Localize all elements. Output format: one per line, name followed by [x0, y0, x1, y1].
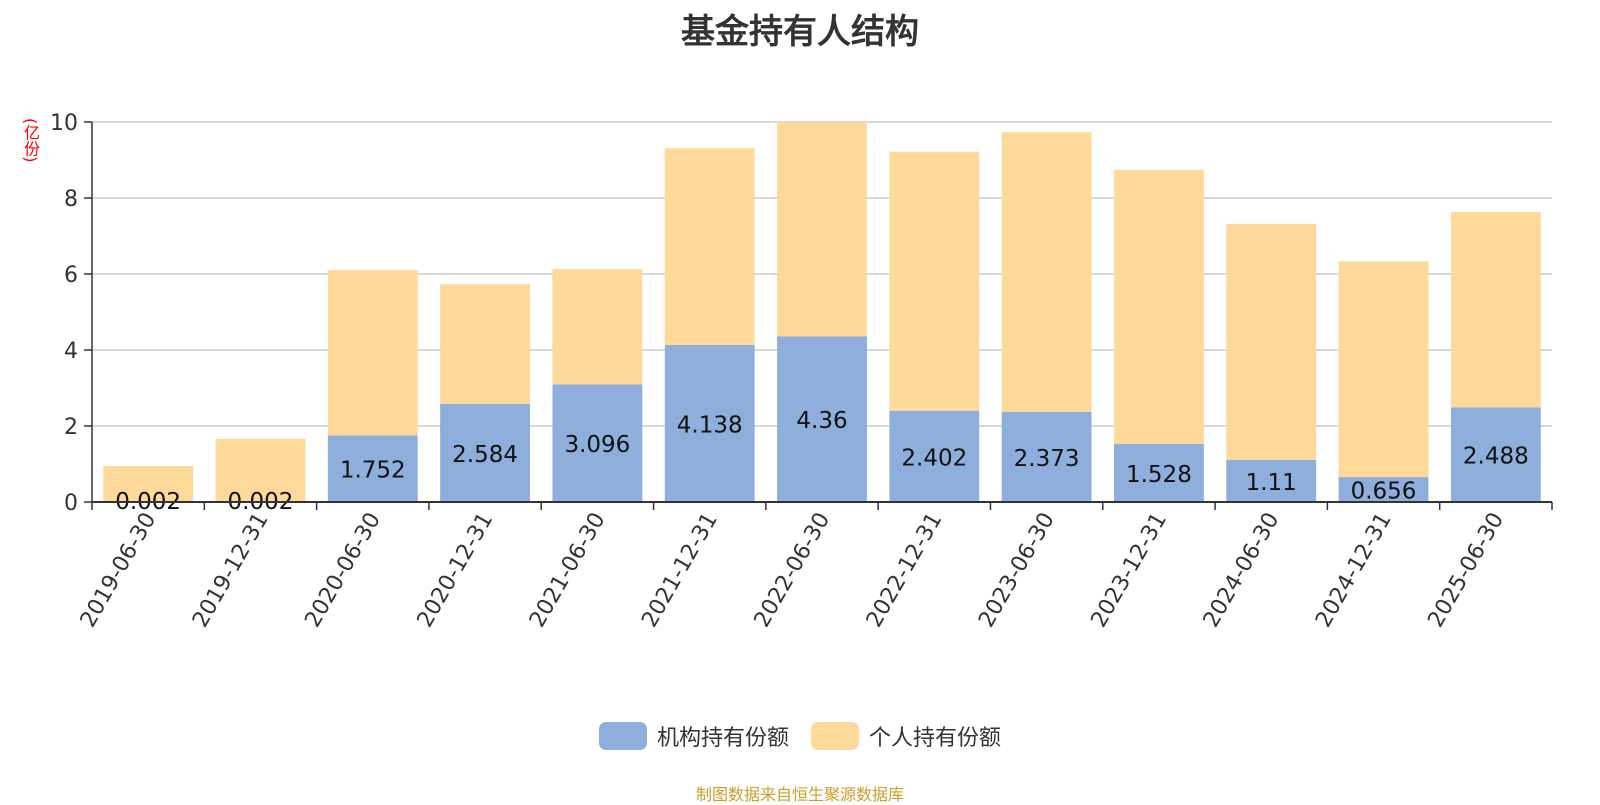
legend-swatch-institutional — [599, 722, 647, 750]
data-source-note: 制图数据来自恒生聚源数据库 — [0, 781, 1600, 805]
bar-data-label: 4.138 — [677, 412, 743, 438]
bar-data-label: 0.656 — [1351, 479, 1417, 505]
x-tick-label: 2024-06-30 — [1199, 509, 1285, 632]
bar-individual — [1114, 170, 1204, 444]
x-tick-label: 2021-12-31 — [637, 509, 723, 632]
x-tick-label: 2022-12-31 — [862, 508, 948, 631]
bar-data-label: 2.402 — [901, 445, 967, 471]
x-tick-label: 2020-12-31 — [413, 508, 499, 631]
x-tick-label: 2019-12-31 — [188, 509, 274, 632]
y-tick-label: 4 — [64, 339, 78, 364]
bar-data-label: 1.11 — [1246, 470, 1297, 496]
bar-data-label: 2.488 — [1463, 444, 1529, 470]
legend-label-individual: 个人持有份额 — [869, 720, 1001, 752]
bar-data-label: 4.36 — [796, 408, 847, 434]
legend-label-institutional: 机构持有份额 — [657, 720, 789, 752]
bar-individual — [440, 284, 530, 404]
x-tick-label: 2022-06-30 — [750, 509, 836, 632]
x-tick-label: 2023-12-31 — [1087, 509, 1173, 632]
y-tick-label: 2 — [64, 415, 78, 440]
bar-individual — [777, 122, 867, 336]
legend-item-institutional[interactable]: 机构持有份额 — [599, 720, 789, 752]
bar-data-label: 2.584 — [452, 442, 518, 468]
y-tick-label: 10 — [50, 111, 78, 136]
y-tick-label: 6 — [64, 263, 78, 288]
bar-individual — [1451, 212, 1541, 407]
x-tick-label: 2023-06-30 — [974, 509, 1060, 632]
legend-item-individual[interactable]: 个人持有份额 — [811, 720, 1001, 752]
bar-individual — [328, 270, 418, 435]
bar-individual — [1339, 261, 1429, 477]
legend-swatch-individual — [811, 722, 859, 750]
bar-individual — [665, 148, 755, 345]
x-tick-label: 2021-06-30 — [525, 509, 611, 632]
x-tick-label: 2019-06-30 — [76, 509, 162, 632]
bar-data-label: 3.096 — [564, 432, 630, 458]
x-tick-label: 2024-12-31 — [1311, 509, 1397, 632]
x-tick-label: 2025-06-30 — [1423, 509, 1509, 632]
bar-individual — [1226, 224, 1316, 460]
bar-individual — [552, 269, 642, 384]
y-tick-label: 0 — [64, 491, 78, 516]
bar-data-label: 2.373 — [1014, 446, 1080, 472]
bar-individual — [889, 152, 979, 411]
x-tick-label: 2020-06-30 — [300, 509, 386, 632]
bar-individual — [1002, 132, 1092, 412]
legend: 机构持有份额 个人持有份额 — [0, 720, 1600, 752]
y-tick-label: 8 — [64, 187, 78, 212]
bar-data-label: 1.528 — [1126, 462, 1192, 488]
bar-data-label: 1.752 — [340, 458, 406, 484]
